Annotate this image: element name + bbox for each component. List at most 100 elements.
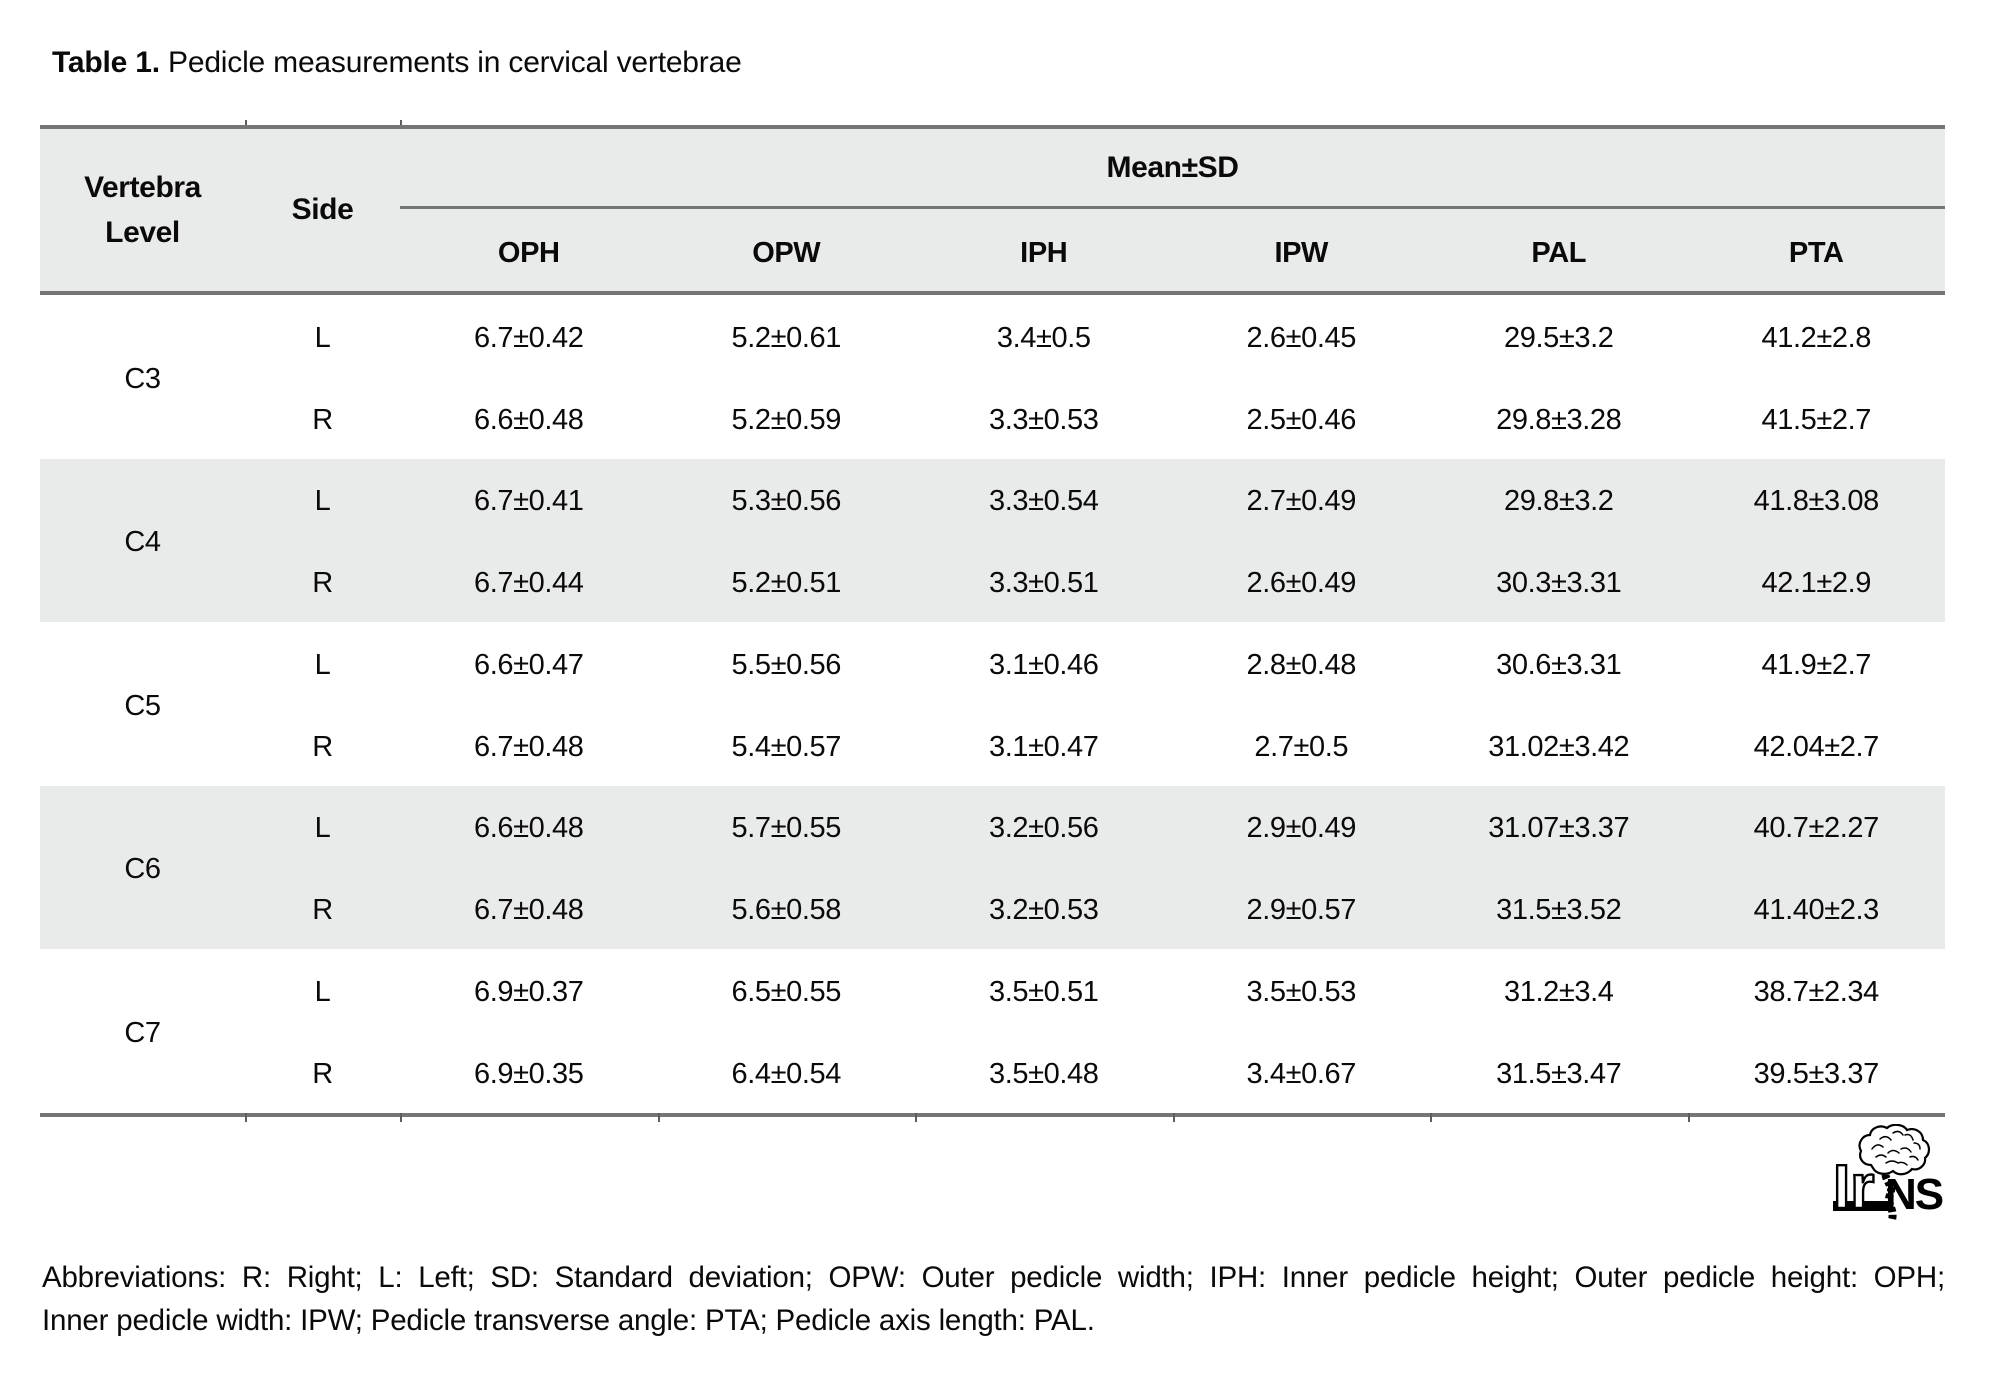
header-measure-ipw: IPW xyxy=(1274,236,1329,269)
value-cell: 3.5±0.51 xyxy=(989,975,1099,1008)
abbreviations-line-2: Inner pedicle width: IPW; Pedicle transv… xyxy=(42,1304,1095,1337)
value-cell: 5.4±0.57 xyxy=(731,730,842,763)
value-cell: 29.8±3.2 xyxy=(1504,485,1614,518)
cell-border-tick xyxy=(658,1112,660,1122)
value-cell: 5.2±0.59 xyxy=(731,403,842,436)
vertebra-block-c4: C4 L 6.7±0.41 5.3±0.56 3.3±0.54 2.7±0.49… xyxy=(40,458,1945,622)
vertebra-block-c6: C6 L 6.6±0.48 5.7±0.55 3.2±0.56 2.9±0.49… xyxy=(40,785,1945,949)
value-cell: 6.7±0.44 xyxy=(474,567,584,600)
value-cell: 31.2±3.4 xyxy=(1504,975,1614,1008)
level-cell: C4 xyxy=(124,526,161,559)
cell-border-tick xyxy=(400,1112,402,1122)
table-bottom-rule xyxy=(40,1112,1945,1117)
value-cell: 3.2±0.53 xyxy=(989,894,1099,927)
table-header: Vertebra Level Side Mean±SD OPH OPW IPH … xyxy=(40,125,1945,295)
value-cell: 3.5±0.48 xyxy=(989,1057,1099,1090)
header-subrule xyxy=(400,206,1945,209)
value-cell: 29.8±3.28 xyxy=(1496,403,1622,436)
value-cell: 2.9±0.49 xyxy=(1246,812,1357,845)
side-cell: L xyxy=(314,648,331,681)
header-measure-oph: OPH xyxy=(497,236,560,269)
value-cell: 29.5±3.2 xyxy=(1504,321,1614,354)
brain-gyri-icon xyxy=(1871,1130,1921,1166)
measurements-table: Vertebra Level Side Mean±SD OPH OPW IPH … xyxy=(40,120,1945,1122)
vertebra-block-c5: C5 L 6.6±0.47 5.5±0.56 3.1±0.46 2.8±0.48… xyxy=(40,622,1945,786)
value-cell: 6.6±0.48 xyxy=(474,812,584,845)
value-cell: 3.5±0.53 xyxy=(1246,975,1357,1008)
value-cell: 6.9±0.37 xyxy=(474,975,584,1008)
value-cell: 31.5±3.47 xyxy=(1496,1057,1622,1090)
vertebra-block-c7: C7 L 6.9±0.37 6.5±0.55 3.5±0.51 3.5±0.53… xyxy=(40,949,1945,1113)
value-cell: 41.9±2.7 xyxy=(1761,648,1872,681)
side-cell: R xyxy=(312,403,333,436)
value-cell: 30.6±3.31 xyxy=(1496,648,1622,681)
logo-ir-text: Ir xyxy=(1833,1153,1874,1222)
value-cell: 2.6±0.45 xyxy=(1246,321,1357,354)
value-cell: 5.6±0.58 xyxy=(731,894,842,927)
abbreviations-footnote: Abbreviations: R: Right; L: Left; SD: St… xyxy=(42,1256,1945,1342)
journal-logo: Ir NS xyxy=(1832,1124,1944,1223)
header-vertebra-level: Vertebra Level xyxy=(40,129,245,291)
value-cell: 3.4±0.5 xyxy=(996,321,1091,354)
level-cell: C7 xyxy=(124,1016,161,1049)
value-cell: 3.4±0.67 xyxy=(1246,1057,1357,1090)
cell-border-tick xyxy=(1430,1112,1432,1122)
header-measure-opw: OPW xyxy=(752,236,821,269)
value-cell: 5.3±0.56 xyxy=(731,485,842,518)
header-vertebra-line2: Level xyxy=(105,216,180,249)
value-cell: 3.3±0.51 xyxy=(989,567,1099,600)
table-caption-label: Table 1. xyxy=(52,46,160,79)
vertebra-block-c3: C3 L 6.7±0.42 5.2±0.61 3.4±0.5 2.6±0.45 … xyxy=(40,295,1945,459)
header-measure-iph: IPH xyxy=(1020,236,1068,269)
cell-border-tick xyxy=(400,120,402,125)
value-cell: 3.1±0.47 xyxy=(989,730,1099,763)
value-cell: 2.7±0.5 xyxy=(1254,730,1349,763)
value-cell: 42.04±2.7 xyxy=(1753,730,1880,763)
value-cell: 5.7±0.55 xyxy=(731,812,842,845)
value-cell: 6.7±0.48 xyxy=(474,894,584,927)
side-cell: R xyxy=(312,567,333,600)
value-cell: 41.5±2.7 xyxy=(1761,403,1872,436)
level-cell: C3 xyxy=(124,362,161,395)
table-caption: Table 1. Pedicle measurements in cervica… xyxy=(52,46,742,80)
value-cell: 2.6±0.49 xyxy=(1246,567,1357,600)
value-cell: 40.7±2.27 xyxy=(1753,812,1880,845)
cell-border-tick xyxy=(245,120,247,125)
value-cell: 6.7±0.42 xyxy=(474,321,584,354)
spine-icon xyxy=(1881,1166,1897,1221)
value-cell: 2.8±0.48 xyxy=(1246,648,1357,681)
value-cell: 38.7±2.34 xyxy=(1753,975,1880,1008)
cell-border-tick xyxy=(1173,1112,1175,1122)
side-cell: L xyxy=(314,812,331,845)
cell-border-tick xyxy=(245,1112,247,1122)
value-cell: 42.1±2.9 xyxy=(1761,567,1872,600)
value-cell: 6.6±0.48 xyxy=(474,403,584,436)
value-cell: 6.7±0.41 xyxy=(474,485,584,518)
cell-border-tick xyxy=(915,1112,917,1122)
value-cell: 5.2±0.51 xyxy=(731,567,842,600)
side-cell: L xyxy=(314,485,331,518)
side-cell: R xyxy=(312,1057,333,1090)
value-cell: 30.3±3.31 xyxy=(1496,567,1622,600)
value-cell: 3.2±0.56 xyxy=(989,812,1099,845)
logo-base-bar xyxy=(1833,1201,1893,1211)
abbreviations-line-1: Abbreviations: R: Right; L: Left; SD: St… xyxy=(42,1261,1945,1294)
header-mean-sd: Mean±SD xyxy=(1106,150,1239,184)
value-cell: 3.1±0.46 xyxy=(989,648,1099,681)
value-cell: 3.3±0.54 xyxy=(989,485,1099,518)
level-cell: C5 xyxy=(124,689,161,722)
header-side: Side xyxy=(291,193,354,226)
value-cell: 41.8±3.08 xyxy=(1753,485,1880,518)
value-cell: 2.7±0.49 xyxy=(1246,485,1357,518)
side-cell: L xyxy=(314,321,331,354)
value-cell: 6.5±0.55 xyxy=(731,975,842,1008)
value-cell: 2.9±0.57 xyxy=(1246,894,1357,927)
value-cell: 2.5±0.46 xyxy=(1246,403,1357,436)
table-caption-text: Pedicle measurements in cervical vertebr… xyxy=(168,46,742,79)
cell-border-tick xyxy=(1688,1112,1690,1122)
value-cell: 31.5±3.52 xyxy=(1496,894,1622,927)
value-cell: 6.9±0.35 xyxy=(474,1057,584,1090)
value-cell: 41.40±2.3 xyxy=(1753,894,1880,927)
value-cell: 6.4±0.54 xyxy=(731,1057,842,1090)
